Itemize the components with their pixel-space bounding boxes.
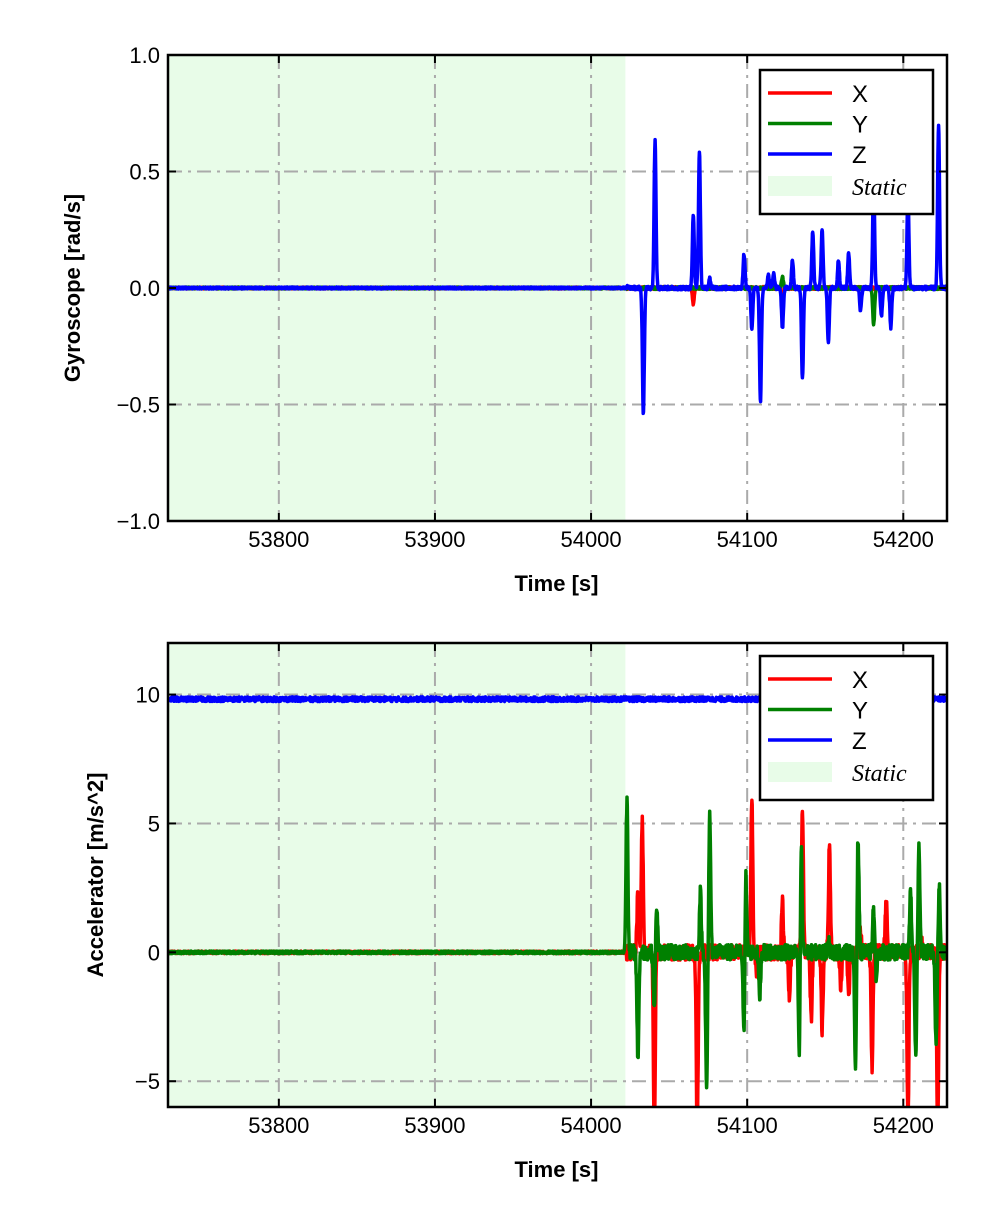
series-group: [168, 123, 947, 416]
x-axis-label: Time [s]: [515, 571, 599, 596]
legend-swatch-static: [768, 762, 832, 782]
x-tick-label: 54100: [717, 527, 778, 552]
y-tick-label: −1.0: [117, 509, 160, 534]
legend-swatch-static: [768, 176, 832, 196]
y-tick-label: 0: [148, 940, 160, 965]
x-tick-label: 53900: [404, 527, 465, 552]
x-tick-label: 54200: [873, 1113, 934, 1138]
series-line-y: [168, 795, 947, 1090]
y-tick-label: 10: [136, 683, 160, 708]
accelerometer-panel: 53800 53900 54000 54100 54200 −5 0 5 10 Time [s] A…: [83, 641, 949, 1182]
legend-label-y: Y: [852, 698, 868, 725]
legend-label-z: Z: [852, 142, 867, 169]
y-tick-label: 5: [148, 811, 160, 836]
y-tick-label: −0.5: [117, 393, 160, 418]
legend-label-static: Static: [852, 761, 907, 787]
x-tick-label: 53900: [404, 1113, 465, 1138]
gyroscope-panel: 53800 53900 54000 54100 54200 −1.0 −0.5 0.0 0.5 1…: [60, 43, 949, 596]
legend-label-static: Static: [852, 175, 907, 201]
y-axis-label: Gyroscope [rad/s]: [60, 194, 85, 382]
legend-label-x: X: [852, 81, 868, 108]
axes-frame: [166, 641, 949, 1109]
y-axis-label: Accelerator [m/s^2]: [83, 773, 108, 978]
legend-label-y: Y: [852, 112, 868, 139]
y-tick-label: 1.0: [129, 43, 160, 68]
legend-label-z: Z: [852, 728, 867, 755]
legend: XYZ Static: [758, 654, 935, 802]
static-region: [168, 643, 626, 1107]
y-tick-label: 0.0: [129, 276, 160, 301]
x-axis-label: Time [s]: [515, 1157, 599, 1182]
legend-label-x: X: [852, 667, 868, 694]
y-tick-label: 0.5: [129, 160, 160, 185]
x-tick-label: 53800: [248, 527, 309, 552]
x-tick-label: 54100: [717, 1113, 778, 1138]
y-tick-label: −5: [135, 1069, 160, 1094]
series-line-z: [168, 123, 947, 416]
x-tick-label: 54200: [873, 527, 934, 552]
legend: XYZ Static: [758, 68, 935, 216]
x-tick-label: 54000: [560, 527, 621, 552]
x-tick-label: 53800: [248, 1113, 309, 1138]
x-tick-label: 54000: [560, 1113, 621, 1138]
